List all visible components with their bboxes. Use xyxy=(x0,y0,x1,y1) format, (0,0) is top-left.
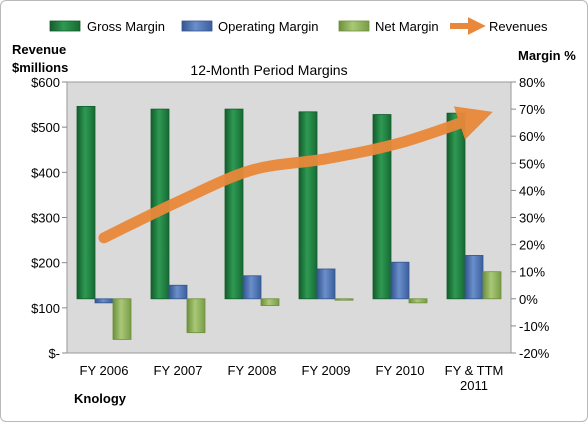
y-right-tick-label: 20% xyxy=(519,238,545,253)
x-tick-label: FY 2009 xyxy=(302,363,351,378)
y-left-label-line2: $millions xyxy=(12,60,68,75)
y-left-tick-label: $200 xyxy=(31,256,60,271)
gross-margin-bar xyxy=(224,108,244,300)
operating-margin-bar xyxy=(168,284,188,300)
y-right-axis: -20% -10% 0% 10% 20% 30% 40% 50% 60% 70% 80% xyxy=(511,75,550,361)
y-right-tick-label: 30% xyxy=(519,211,545,226)
x-axis: FY 2006 FY 2007 FY 2008 FY 2009 FY 2010 FY & … xyxy=(80,363,504,393)
legend-label-gross-margin: Gross Margin xyxy=(87,19,165,34)
revenues-line xyxy=(98,106,493,244)
net-margin-bar xyxy=(112,298,132,340)
x-tick-label-line: FY 2009 xyxy=(302,363,351,378)
y-right-tick-label: 60% xyxy=(519,129,545,144)
y-right-tick-label: 40% xyxy=(519,183,545,198)
operating-margin-bar xyxy=(94,298,114,304)
legend-item-revenues: Revenues xyxy=(450,17,548,35)
y-left-tick-label: $600 xyxy=(31,75,60,90)
net-margin-bar xyxy=(334,298,354,301)
net-margin-bar xyxy=(260,298,280,306)
gross-margin-bar xyxy=(76,105,96,300)
operating-margin-bar xyxy=(316,268,336,300)
legend-label-operating-margin: Operating Margin xyxy=(218,19,318,34)
legend: Gross Margin Operating Margin Net Margin… xyxy=(49,17,548,35)
x-tick-label-line: FY 2006 xyxy=(80,363,129,378)
y-right-tick-label: 10% xyxy=(519,265,545,280)
x-tick-label: FY 2006 xyxy=(80,363,129,378)
y-right-tick-label: 0% xyxy=(519,292,538,307)
bars-layer xyxy=(76,105,502,340)
y-left-label-line1: Revenue xyxy=(12,42,66,57)
legend-label-net-margin: Net Margin xyxy=(375,19,439,34)
x-tick-label-line: FY & TTM xyxy=(445,363,504,378)
y-right-label: Margin % xyxy=(518,48,576,63)
legend-item-operating-margin: Operating Margin xyxy=(181,19,318,34)
net-margin-bar xyxy=(482,271,502,300)
operating-margin-bar xyxy=(242,275,262,300)
y-right-tick-label: 80% xyxy=(519,75,545,90)
x-tick-label: FY 2010 xyxy=(376,363,425,378)
y-left-tick-label: $- xyxy=(48,346,60,361)
legend-swatch-operating-margin xyxy=(181,20,213,32)
y-right-tick-label: 50% xyxy=(519,156,545,171)
legend-item-gross-margin: Gross Margin xyxy=(49,19,165,34)
net-margin-bar xyxy=(408,298,428,304)
y-left-tick-label: $500 xyxy=(31,120,60,135)
legend-label-revenues: Revenues xyxy=(489,19,548,34)
x-tick-label-line: 2011 xyxy=(460,378,488,393)
gross-margin-bar xyxy=(446,112,466,300)
y-right-tick-label: -10% xyxy=(519,319,550,334)
gross-margin-bar xyxy=(298,111,318,300)
legend-swatch-net-margin xyxy=(338,20,370,32)
y-left-axis: $- $100 $200 $300 $400 $500 $600 xyxy=(31,75,67,361)
operating-margin-bar xyxy=(390,261,410,300)
y-left-tick-label: $100 xyxy=(31,301,60,316)
x-tick-label-line: FY 2010 xyxy=(376,363,425,378)
x-tick-label: FY 2008 xyxy=(228,363,277,378)
chart-title: 12-Month Period Margins xyxy=(190,62,347,78)
company-label: Knology xyxy=(74,391,127,406)
x-tick-label: FY 2007 xyxy=(154,363,203,378)
net-margin-bar xyxy=(186,298,206,334)
x-tick-label-line: FY 2008 xyxy=(228,363,277,378)
legend-swatch-gross-margin xyxy=(49,20,81,32)
legend-item-net-margin: Net Margin xyxy=(338,19,439,34)
x-tick-label-line: FY 2007 xyxy=(154,363,203,378)
x-tick-label: FY & TTM 2011 xyxy=(445,363,504,393)
y-left-tick-label: $300 xyxy=(31,211,60,226)
revenue-line-layer xyxy=(98,106,493,244)
gross-margin-bar xyxy=(372,114,392,300)
y-right-tick-label: 70% xyxy=(519,102,545,117)
y-left-tick-label: $400 xyxy=(31,165,60,180)
y-right-tick-label: -20% xyxy=(519,346,550,361)
operating-margin-bar xyxy=(464,255,484,300)
